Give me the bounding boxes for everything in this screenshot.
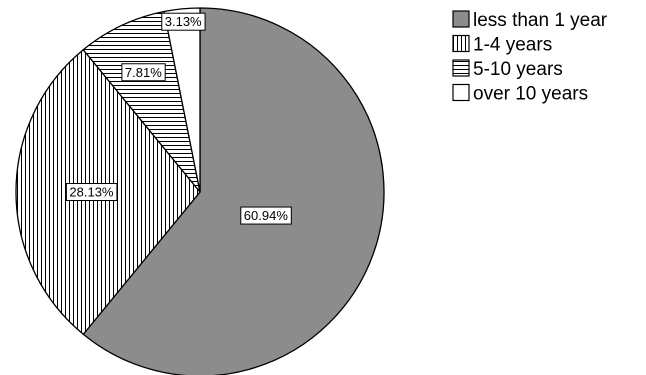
slice-label-over-10-years: 3.13%: [161, 12, 206, 31]
legend: less than 1 year 1-4 years 5-10 years over …: [452, 10, 608, 105]
legend-item-over-10-years: over 10 years: [452, 83, 588, 105]
pie-slice-less-than-1-year: [82, 7, 385, 375]
legend-swatch: [452, 34, 470, 53]
legend-item-5-10-years: 5-10 years: [452, 59, 563, 80]
legend-label: over 10 years: [473, 84, 588, 105]
slice-label-box: [240, 206, 292, 225]
legend-swatch: [452, 59, 470, 77]
slice-label-5-10-years: 7.81%: [121, 63, 166, 82]
slice-labels: 60.94% 28.13% 7.81% 3.13%: [65, 12, 292, 225]
legend-label: 1-4 years: [473, 35, 552, 56]
slice-value-label: 28.13%: [69, 185, 114, 200]
legend-label: less than 1 year: [473, 10, 608, 31]
legend-swatch: [452, 10, 470, 28]
legend-item-1-4-years: 1-4 years: [452, 34, 552, 56]
legend-label: 5-10 years: [473, 59, 563, 80]
slice-value-label: 3.13%: [165, 14, 202, 29]
slice-label-1-4-years: 28.13%: [65, 183, 118, 202]
slice-value-label: 60.94%: [244, 208, 289, 223]
pie-slice-over-10-years: [163, 7, 201, 193]
slice-label-box: [65, 183, 118, 202]
legend-swatch: [452, 83, 470, 102]
slice-label-box: [161, 12, 206, 31]
legend-item-less-than-1-year: less than 1 year: [452, 10, 608, 31]
slice-value-label: 7.81%: [125, 65, 162, 80]
slice-label-box: [121, 63, 166, 82]
slice-label-less-than-1-year: 60.94%: [240, 206, 292, 225]
